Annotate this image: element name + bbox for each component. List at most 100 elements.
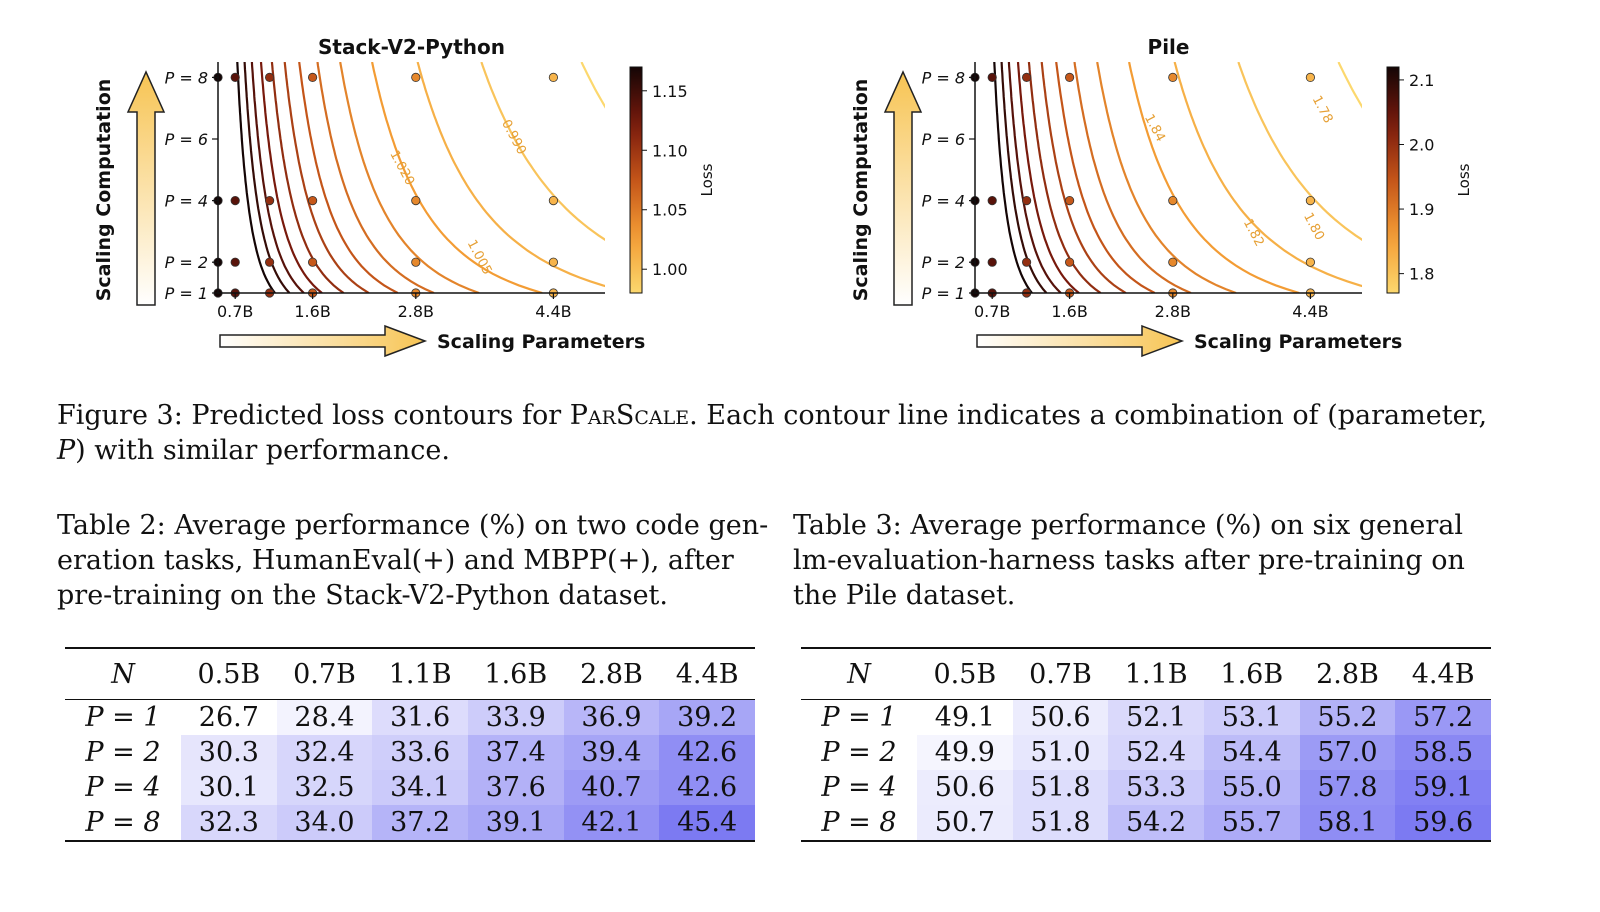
x-tick-label: 0.7B [974, 302, 1010, 321]
contour-line [283, 62, 370, 293]
row-label: P = 2 [821, 737, 897, 768]
contour-label: 1.020 [386, 148, 417, 188]
header-col: 2.8B [580, 658, 643, 690]
figure-caption: Figure 3: Predicted loss contours for Pa… [57, 398, 1557, 468]
data-point [1021, 72, 1032, 83]
row-label: P = 2 [85, 737, 161, 768]
table-row: P = 4 30.1 32.5 34.1 37.6 40.7 42.6 [65, 770, 755, 805]
figure-caption-label: Figure 3: [57, 400, 183, 431]
colorbar-tick-label: 2.0 [1409, 135, 1434, 154]
table-cell: 53.3 [1108, 770, 1204, 805]
row-label: P = 4 [85, 772, 161, 803]
row-label: P = 8 [65, 805, 181, 842]
header-col: 0.7B [1029, 658, 1092, 690]
table-cell: 30.3 [181, 735, 277, 770]
table-cell: 54.4 [1203, 735, 1300, 770]
table-cell: 39.2 [659, 699, 755, 735]
table-header-row: N 0.5B 0.7B 1.1B 1.6B 2.8B 4.4B [65, 648, 755, 700]
table-cell: 37.4 [467, 735, 564, 770]
data-point [548, 257, 559, 267]
contour-line [1000, 62, 1048, 293]
x-arrow-label: Scaling Parameters [1194, 331, 1402, 353]
table-cell: 51.8 [1012, 770, 1109, 805]
figure-caption-line2: P) with similar performance. [57, 433, 1557, 468]
table-cell: 51.8 [1012, 805, 1109, 842]
table-3-caption-line: lm-evaluation-harness tasks after pre-tr… [793, 545, 1465, 576]
data-point [264, 72, 275, 83]
data-point [1305, 257, 1316, 267]
table-cell: 34.1 [372, 770, 468, 805]
x-tick-label: 2.8B [398, 302, 434, 321]
contour-line [1040, 62, 1127, 293]
colorbar-tick-label: 1.05 [652, 201, 688, 220]
y-tick-label: P = 1 [922, 284, 965, 303]
computation-arrow-icon [126, 70, 166, 306]
data-point [1168, 72, 1178, 83]
row-label: P = 4 [821, 772, 897, 803]
table-cell: 49.1 [917, 699, 1013, 735]
table-cell: 55.2 [1299, 699, 1396, 735]
y-tick-label: P = 4 [922, 192, 965, 211]
contour-line [1096, 62, 1237, 293]
contour-line [993, 62, 1033, 293]
contour-line [1337, 62, 1362, 109]
x-tick-label: 4.4B [535, 302, 571, 321]
data-point [411, 257, 421, 267]
data-point [230, 196, 240, 206]
row-label: P = 1 [85, 702, 161, 733]
table-2-caption: Table 2: Average performance (%) on two … [57, 508, 787, 613]
data-point [264, 257, 275, 267]
x-tick-label: 1.6B [1051, 302, 1087, 321]
parameters-arrow-icon [976, 324, 1185, 358]
data-point [264, 196, 275, 206]
contour-line [1007, 62, 1062, 293]
colorbar-tick-label: 1.9 [1409, 200, 1434, 219]
contour-line [316, 62, 435, 293]
header-col: 1.1B [388, 658, 452, 690]
table-cell: 54.2 [1108, 805, 1204, 842]
computation-arrow-icon [883, 70, 923, 306]
contour-line [250, 62, 305, 293]
contour-line [298, 62, 399, 293]
data-point [548, 72, 559, 83]
data-point [411, 72, 421, 83]
table-cell: 52.4 [1108, 735, 1204, 770]
colorbar-tick-label: 1.15 [652, 82, 688, 101]
y-arrow-label: Scaling Computation [850, 79, 872, 302]
y-tick-label: P = 2 [922, 253, 965, 272]
data-point [1305, 196, 1316, 206]
table-row: P = 1 26.7 28.4 31.6 33.9 36.9 39.2 [65, 699, 755, 735]
contour-line [1237, 62, 1362, 241]
contour-line [270, 62, 345, 293]
data-point [1168, 196, 1178, 206]
contour-lines [993, 62, 1362, 293]
contour-line [1027, 62, 1102, 293]
table-cell: 50.6 [917, 770, 1013, 805]
colorbar-label: Loss [1455, 163, 1473, 196]
colorbar-tick-label: 1.8 [1409, 265, 1434, 284]
header-col: 4.4B [675, 658, 739, 690]
y-tick-label: P = 8 [165, 68, 208, 87]
table-cell: 45.4 [659, 805, 755, 842]
table-cell: 50.7 [917, 805, 1013, 842]
y-tick-label: P = 6 [922, 130, 965, 149]
table-cell: 51.0 [1012, 735, 1109, 770]
data-point [230, 257, 240, 267]
data-point [307, 72, 318, 83]
data-point [1021, 257, 1032, 267]
table-2-caption-line: eration tasks, HumanEval(+) and MBPP(+),… [57, 545, 734, 576]
table-cell: 59.6 [1395, 805, 1491, 842]
table-cell: 42.1 [563, 805, 660, 842]
table-cell: 32.3 [181, 805, 277, 842]
x-tick-label: 0.7B [217, 302, 253, 321]
table-cell: 59.1 [1395, 770, 1491, 805]
contour-line [1173, 62, 1362, 288]
colorbar [629, 66, 643, 294]
x-arrow-label: Scaling Parameters [437, 331, 645, 353]
contour-label: 1.82 [1240, 217, 1267, 250]
contour-line [1055, 62, 1156, 293]
table-cell: 31.6 [372, 699, 468, 735]
contour-line [1128, 62, 1300, 293]
table-cell: 37.2 [372, 805, 468, 842]
